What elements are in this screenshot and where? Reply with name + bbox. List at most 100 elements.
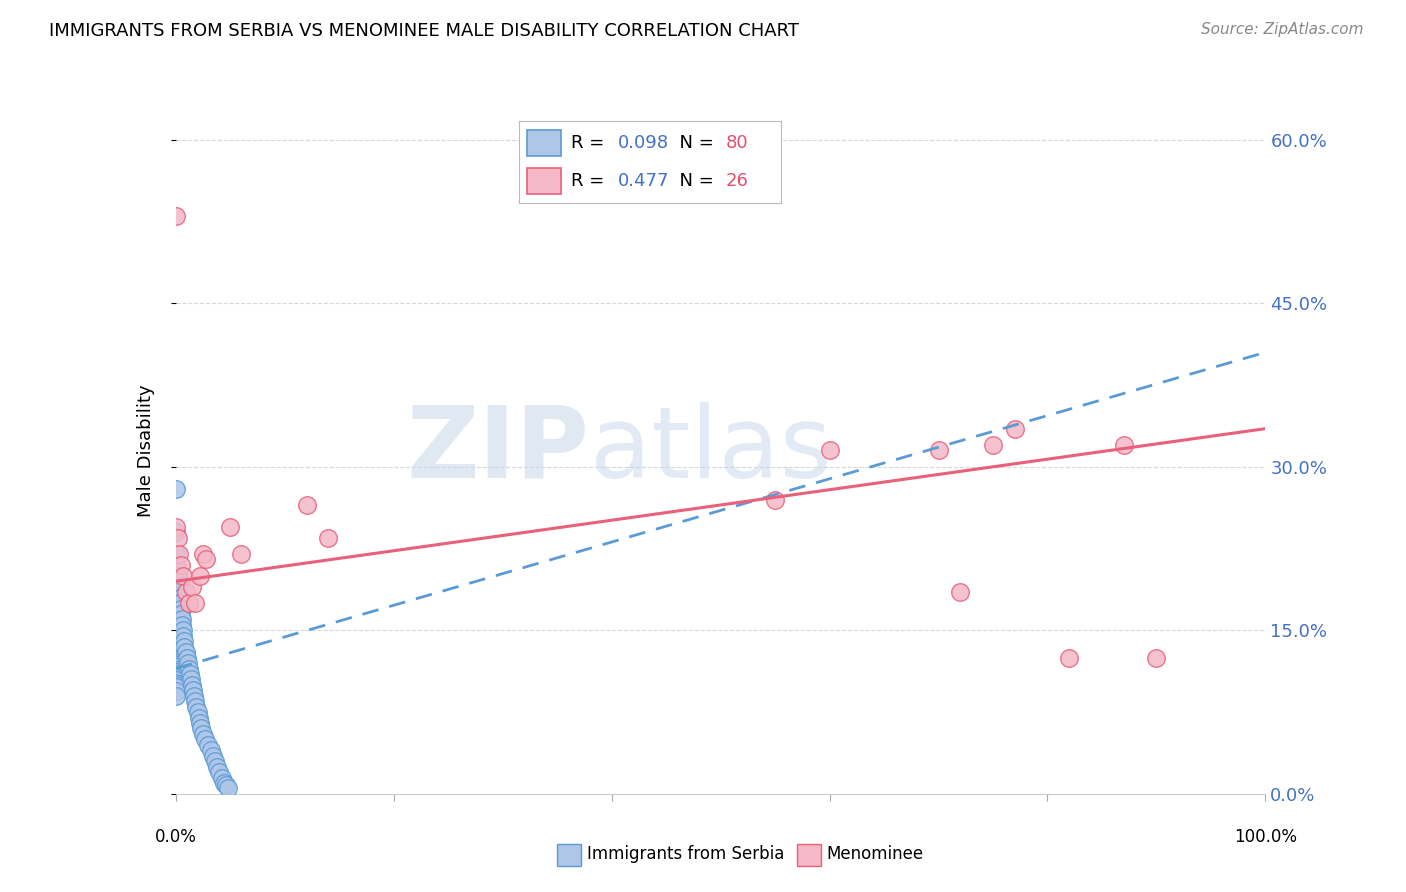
- Point: [195, 552, 218, 566]
- Bar: [557, 844, 581, 866]
- Point: [204, 754, 226, 768]
- Point: [165, 612, 187, 626]
- Point: [165, 649, 187, 664]
- Text: IMMIGRANTS FROM SERBIA VS MENOMINEE MALE DISABILITY CORRELATION CHART: IMMIGRANTS FROM SERBIA VS MENOMINEE MALE…: [49, 22, 799, 40]
- Point: [165, 569, 187, 583]
- Point: [191, 547, 214, 561]
- Point: [165, 607, 187, 621]
- Point: [188, 569, 211, 583]
- Point: [165, 648, 187, 662]
- Point: [165, 580, 187, 594]
- Point: [172, 569, 194, 583]
- Point: [165, 640, 187, 654]
- Point: [1112, 438, 1135, 452]
- Point: [174, 645, 197, 659]
- Point: [177, 656, 200, 670]
- Point: [170, 601, 193, 615]
- Point: [184, 694, 207, 708]
- Point: [167, 531, 190, 545]
- Point: [167, 569, 190, 583]
- Point: [183, 689, 205, 703]
- Text: R =: R =: [571, 134, 610, 152]
- Point: [763, 492, 786, 507]
- Bar: [797, 844, 821, 866]
- Point: [318, 531, 340, 545]
- Point: [173, 640, 195, 654]
- Point: [165, 660, 187, 674]
- Point: [165, 684, 187, 698]
- Bar: [527, 168, 561, 194]
- Point: [981, 438, 1004, 452]
- Text: 0.477: 0.477: [619, 172, 669, 190]
- Point: [165, 624, 187, 638]
- Point: [165, 558, 187, 572]
- Point: [169, 596, 191, 610]
- Point: [165, 625, 187, 640]
- Point: [217, 781, 239, 796]
- Text: 80: 80: [725, 134, 748, 152]
- Point: [165, 673, 187, 688]
- Point: [165, 654, 187, 668]
- Point: [176, 650, 198, 665]
- Point: [170, 607, 193, 621]
- Point: [197, 738, 219, 752]
- Point: [165, 656, 187, 670]
- Point: [187, 710, 209, 724]
- Text: 26: 26: [725, 172, 748, 190]
- Point: [165, 618, 187, 632]
- Point: [201, 748, 224, 763]
- Point: [928, 443, 950, 458]
- Point: [186, 705, 209, 719]
- Point: [169, 591, 191, 605]
- Point: [949, 585, 972, 599]
- Point: [177, 661, 200, 675]
- Point: [208, 765, 231, 780]
- Point: [174, 585, 197, 599]
- Point: [219, 520, 242, 534]
- Point: [165, 678, 187, 692]
- Point: [191, 727, 214, 741]
- Point: [165, 663, 187, 677]
- Point: [215, 778, 238, 792]
- Point: [165, 669, 187, 683]
- Point: [1144, 650, 1167, 665]
- Text: 0.098: 0.098: [619, 134, 669, 152]
- Point: [181, 683, 204, 698]
- Text: 0.0%: 0.0%: [155, 828, 197, 847]
- Point: [165, 643, 187, 657]
- Point: [173, 634, 195, 648]
- Point: [165, 634, 187, 648]
- Point: [165, 636, 187, 650]
- Point: [231, 547, 253, 561]
- Point: [165, 574, 187, 589]
- Point: [165, 645, 187, 659]
- Point: [1057, 650, 1080, 665]
- Point: [165, 209, 187, 223]
- Point: [211, 771, 233, 785]
- Point: [165, 585, 187, 599]
- Point: [172, 624, 194, 638]
- Point: [1004, 422, 1026, 436]
- Text: 100.0%: 100.0%: [1234, 828, 1296, 847]
- Point: [181, 678, 204, 692]
- Text: Immigrants from Serbia: Immigrants from Serbia: [586, 846, 785, 863]
- Point: [190, 722, 212, 736]
- Point: [167, 585, 190, 599]
- Point: [165, 629, 187, 643]
- Point: [177, 596, 200, 610]
- Point: [194, 732, 217, 747]
- Point: [165, 671, 187, 685]
- Point: [165, 520, 187, 534]
- Point: [172, 612, 194, 626]
- Point: [165, 482, 187, 496]
- Point: [167, 547, 190, 561]
- Point: [172, 629, 194, 643]
- Point: [170, 558, 193, 572]
- Bar: [527, 130, 561, 156]
- Point: [167, 580, 190, 594]
- Point: [180, 673, 202, 687]
- Text: atlas: atlas: [591, 402, 831, 499]
- Point: [165, 675, 187, 690]
- Point: [186, 699, 208, 714]
- Point: [212, 776, 235, 790]
